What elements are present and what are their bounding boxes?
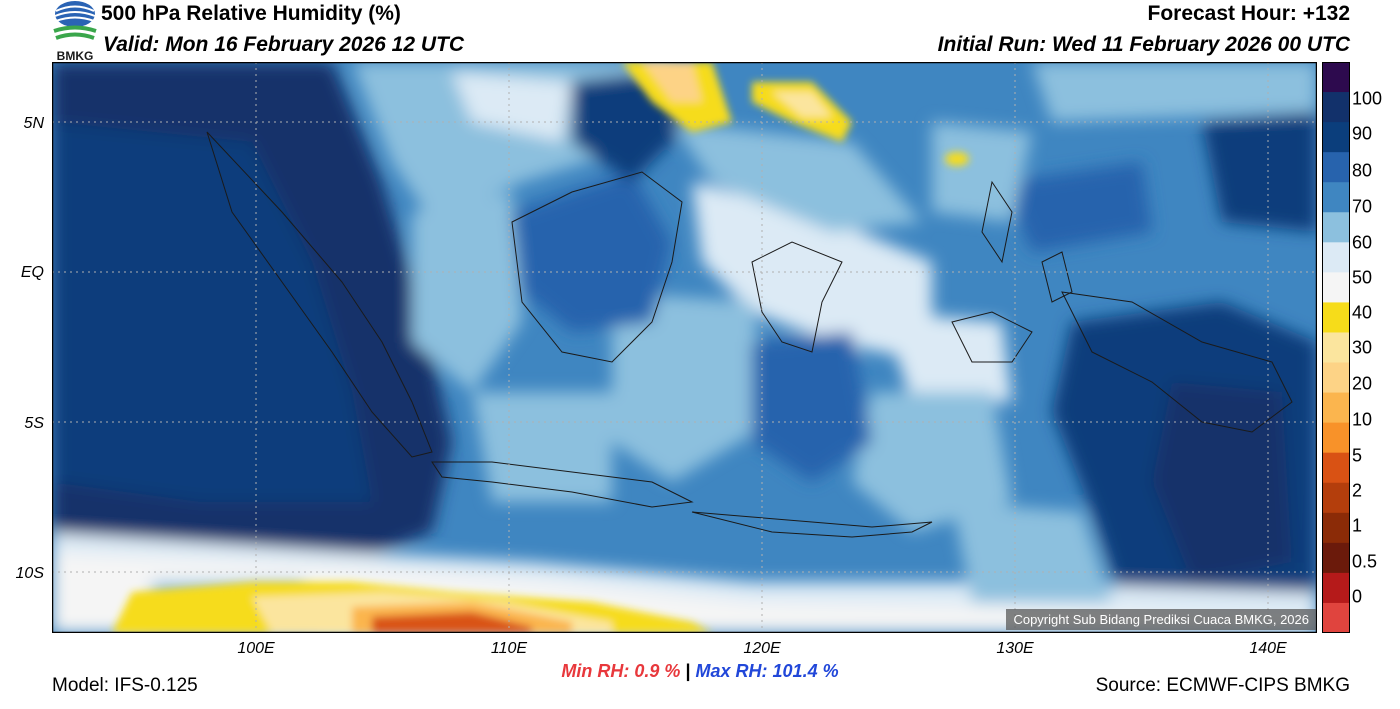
data-source: Source: ECMWF-CIPS BMKG xyxy=(1095,675,1350,696)
colorbar-label: 0 xyxy=(1352,586,1363,607)
colorbar xyxy=(1322,62,1350,633)
colorbar-segment xyxy=(1322,452,1350,484)
colorbar-segment xyxy=(1322,362,1350,394)
colorbar-segment xyxy=(1322,122,1350,153)
max-rh-label: Max RH: xyxy=(695,661,768,681)
colorbar-label: 30 xyxy=(1352,337,1373,358)
lon-label-100e: 100E xyxy=(237,640,275,657)
colorbar-segment xyxy=(1322,302,1350,333)
svg-text:BMKG: BMKG xyxy=(57,49,94,62)
colorbar-label: 5 xyxy=(1352,445,1363,466)
colorbar-segment xyxy=(1322,422,1350,454)
colorbar-label: 80 xyxy=(1352,160,1373,181)
lon-label-120e: 120E xyxy=(743,640,781,657)
colorbar-segment xyxy=(1322,212,1350,243)
colorbar-segment xyxy=(1322,242,1350,273)
map-title: 500 hPa Relative Humidity (%) xyxy=(101,2,401,25)
rh-min-max: Min RH: 0.9 % | Max RH: 101.4 % xyxy=(0,661,1400,682)
copyright-notice: Copyright Sub Bidang Prediksi Cuaca BMKG… xyxy=(1006,609,1316,630)
colorbar-border xyxy=(1322,62,1350,633)
colorbar-label: 20 xyxy=(1352,373,1373,394)
colorbar-segment xyxy=(1322,572,1350,604)
lat-label-eq: EQ xyxy=(20,264,44,281)
initial-run: Initial Run: Wed 11 February 2026 00 UTC xyxy=(937,33,1350,56)
colorbar-label: 60 xyxy=(1352,232,1373,253)
lat-label-5n: 5N xyxy=(23,115,44,132)
colorbar-segment xyxy=(1322,602,1350,633)
colorbar-segment xyxy=(1322,482,1350,514)
lon-label-110e: 110E xyxy=(490,640,528,657)
colorbar-segment xyxy=(1322,272,1350,303)
colorbar-label: 90 xyxy=(1352,123,1373,144)
colorbar-segment xyxy=(1322,182,1350,213)
max-rh-value: 101.4 % xyxy=(772,661,839,681)
colorbar-segment xyxy=(1322,332,1350,364)
colorbar-label: 100 xyxy=(1352,88,1383,109)
colorbar-label: 40 xyxy=(1352,302,1373,323)
lon-label-130e: 130E xyxy=(996,640,1034,657)
min-rh-value: 0.9 % xyxy=(634,661,681,681)
colorbar-label: 70 xyxy=(1352,196,1373,217)
humidity-map xyxy=(52,62,1317,633)
colorbar-label: 1 xyxy=(1352,515,1363,536)
colorbar-label: 2 xyxy=(1352,480,1363,501)
bmkg-logo: BMKG xyxy=(53,1,97,62)
lat-label-5s: 5S xyxy=(24,415,44,432)
forecast-hour: Forecast Hour: +132 xyxy=(1147,2,1351,25)
colorbar-labels: 100 90 80 70 60 50 40 30 20 10 5 2 1 0.5… xyxy=(1352,62,1398,633)
colorbar-label: 0.5 xyxy=(1352,551,1378,572)
model-name: Model: IFS-0.125 xyxy=(52,675,198,696)
valid-time: Valid: Mon 16 February 2026 12 UTC xyxy=(103,33,465,56)
min-rh-label: Min RH: xyxy=(561,661,630,681)
colorbar-label: 10 xyxy=(1352,409,1373,430)
lon-label-140e: 140E xyxy=(1249,640,1287,657)
colorbar-segment xyxy=(1322,62,1350,93)
lat-label-10s: 10S xyxy=(15,565,44,582)
colorbar-label: 50 xyxy=(1352,267,1373,288)
colorbar-segment xyxy=(1322,152,1350,183)
colorbar-segment xyxy=(1322,392,1350,424)
colorbar-segment xyxy=(1322,92,1350,123)
colorbar-segment xyxy=(1322,512,1350,544)
min-max-separator: | xyxy=(685,661,691,681)
colorbar-segment xyxy=(1322,542,1350,574)
